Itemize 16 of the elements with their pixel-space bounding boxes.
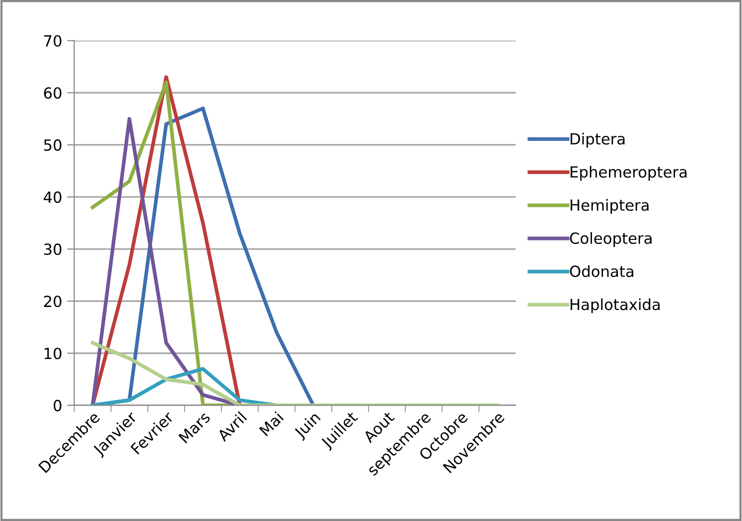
legend-label: Odonata <box>570 265 634 278</box>
legend-label: Ephemeroptera <box>570 166 687 181</box>
legend-label: Haplotaxida <box>570 298 660 314</box>
y-tick-label: 20 <box>44 296 62 308</box>
y-tick-label: 70 <box>44 35 62 47</box>
line-series <box>90 341 500 406</box>
y-tick-label: 0 <box>54 400 62 412</box>
legend-label: Diptera <box>570 132 625 148</box>
y-tick-label: 30 <box>44 244 62 256</box>
legend-label: Hemiptera <box>570 199 649 214</box>
x-tick-label: Mai <box>258 411 284 436</box>
legend-label: Coleoptera <box>570 232 652 247</box>
y-tick-label: 60 <box>44 87 62 99</box>
y-tick-label: 50 <box>44 139 62 151</box>
y-tick-label: 40 <box>44 191 62 203</box>
y-tick-label: 10 <box>44 348 62 360</box>
